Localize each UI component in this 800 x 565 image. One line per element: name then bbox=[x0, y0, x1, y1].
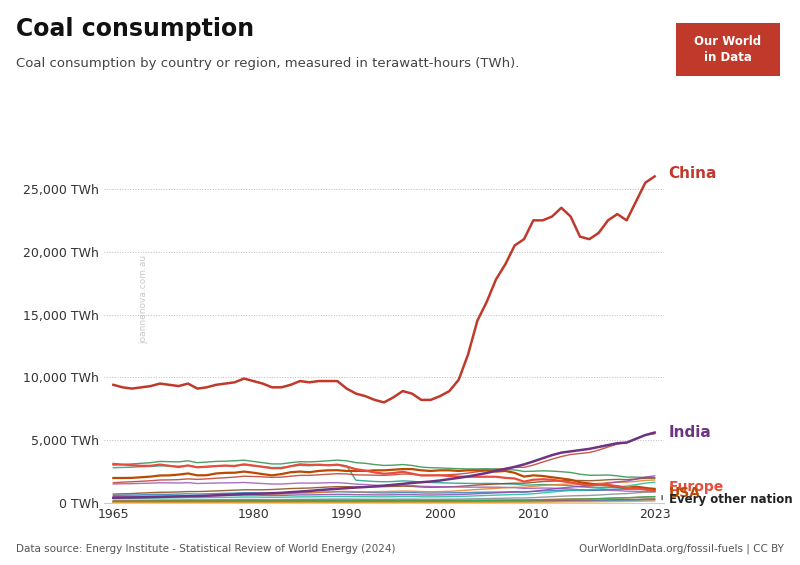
Text: India: India bbox=[669, 425, 711, 440]
Text: Data source: Energy Institute - Statistical Review of World Energy (2024): Data source: Energy Institute - Statisti… bbox=[16, 544, 395, 554]
Text: Every other nation: Every other nation bbox=[669, 493, 792, 506]
Text: Our World
in Data: Our World in Data bbox=[694, 35, 762, 64]
Text: OurWorldInData.org/fossil-fuels | CC BY: OurWorldInData.org/fossil-fuels | CC BY bbox=[579, 543, 784, 554]
Text: Europe: Europe bbox=[669, 480, 724, 494]
Text: China: China bbox=[669, 167, 717, 181]
Text: Coal consumption by country or region, measured in terawatt-hours (TWh).: Coal consumption by country or region, m… bbox=[16, 56, 519, 69]
Text: joannenova.com.au: joannenova.com.au bbox=[138, 255, 148, 344]
Text: USA: USA bbox=[669, 486, 701, 500]
Text: Coal consumption: Coal consumption bbox=[16, 17, 254, 41]
